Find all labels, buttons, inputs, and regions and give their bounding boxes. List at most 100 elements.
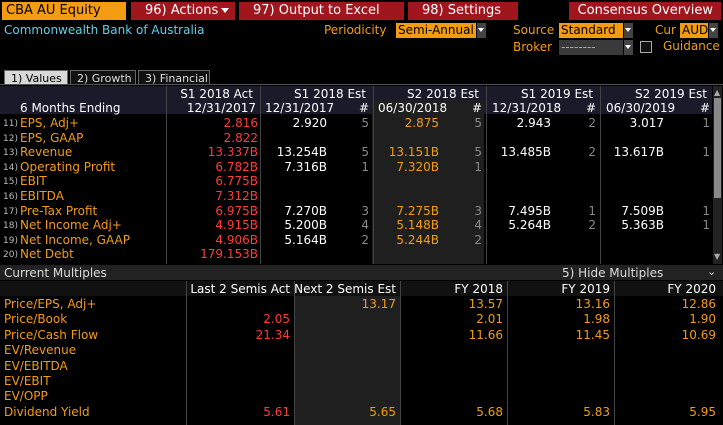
output-to-excel-button[interactable]: 97) Output to Excel: [239, 2, 404, 20]
broker-select[interactable]: --------: [559, 40, 623, 55]
estimate-value: [230, 132, 327, 144]
multiple-label: EV/OPP: [4, 389, 48, 404]
column-date: 06/30/2018: [378, 101, 448, 115]
grid-scrollbar[interactable]: ▲ ▼: [713, 86, 722, 264]
multiple-value: [405, 375, 503, 387]
estimate-count: [700, 190, 710, 202]
estimate-value: [568, 190, 664, 202]
ticker-field[interactable]: CBA AU Equity: [2, 2, 126, 20]
actual-value: 2.816: [223, 116, 258, 130]
chevron-down-icon[interactable]: ⌄: [707, 265, 717, 278]
guidance-checkbox[interactable]: [640, 41, 652, 53]
chevron-down-icon[interactable]: [624, 23, 633, 38]
estimate-value: 5.200B: [284, 218, 327, 233]
tab-growth[interactable]: 2) Growth: [70, 70, 136, 85]
multiple-label: EV/Revenue: [4, 343, 77, 358]
actions-menu-button[interactable]: 96) Actions: [131, 2, 235, 20]
estimate-count: [700, 248, 710, 260]
grid-header: [0, 86, 712, 114]
column-header: S1 2018 Est: [294, 87, 366, 101]
row-number: 14): [3, 162, 18, 173]
estimate-value: [230, 190, 327, 202]
multiple-label: Price/Book: [4, 312, 68, 327]
multiple-value: [512, 375, 610, 387]
column-divider: [260, 86, 261, 264]
estimate-count: 2: [361, 232, 369, 247]
chevron-down-icon[interactable]: [477, 23, 486, 38]
currency-select[interactable]: AUD: [680, 23, 709, 38]
column-date: 12/31/2018: [492, 101, 562, 115]
estimate-value: [568, 234, 664, 246]
estimate-value: [455, 248, 551, 260]
count-header: #: [359, 101, 370, 115]
periodicity-label: Periodicity: [324, 23, 387, 37]
estimate-value: 7.275B: [396, 203, 439, 218]
multiple-value: [618, 360, 716, 372]
multiple-value: [192, 360, 290, 372]
row-number: 18): [3, 221, 18, 232]
multiple-value: 11.66: [468, 327, 503, 342]
chevron-down-icon[interactable]: [709, 23, 718, 38]
tab-values[interactable]: 1) Values: [4, 70, 68, 85]
multiple-value: [192, 390, 290, 402]
estimate-value: [455, 161, 551, 173]
top-bar: CBA AU Equity 96) Actions 97) Output to …: [0, 0, 723, 21]
scroll-up-icon[interactable]: ▲: [714, 88, 721, 97]
estimate-count: 5: [474, 116, 482, 130]
multiple-value: [298, 360, 396, 372]
multiple-value: 5.95: [689, 404, 716, 419]
multiple-value: [298, 344, 396, 356]
row-label: EPS, GAAP: [20, 130, 84, 145]
scroll-thumb[interactable]: [714, 98, 721, 198]
chevron-down-icon: [221, 8, 229, 13]
row-label: EPS, Adj+: [20, 116, 80, 130]
column-header: S2 2019 Est: [635, 87, 707, 101]
estimate-count: 5: [474, 145, 482, 160]
multiple-value: 5.65: [369, 404, 396, 419]
estimate-value: 7.509B: [621, 203, 664, 218]
estimate-value: [455, 175, 551, 187]
estimate-value: [455, 190, 551, 202]
multiple-value: 13.17: [361, 297, 396, 311]
row-label: Net Debt: [20, 247, 74, 262]
estimate-count: [700, 132, 710, 144]
count-header: #: [700, 101, 711, 115]
multiple-value: [405, 360, 503, 372]
estimate-count: 1: [702, 203, 710, 218]
column-divider: [486, 86, 487, 264]
hide-multiples-button[interactable]: 5) Hide Multiples: [562, 266, 664, 280]
tab-financial[interactable]: 3) Financial: [138, 70, 210, 85]
multiples-bar: Current Multiples 5) Hide Multiples ⌄: [0, 265, 723, 280]
column-divider: [166, 86, 167, 264]
estimate-value: 5.164B: [284, 232, 327, 247]
estimate-value: 2.875: [404, 116, 439, 130]
estimate-value: 13.254B: [276, 145, 327, 160]
multiple-value: [618, 390, 716, 402]
estimate-value: [568, 161, 664, 173]
estimate-value: [343, 248, 439, 260]
estimate-value: [455, 132, 551, 144]
multiples-column-header: FY 2020: [667, 282, 716, 296]
multiple-value: 5.83: [583, 404, 610, 419]
multiple-value: [405, 390, 503, 402]
row-number: 12): [3, 133, 18, 144]
periodicity-select[interactable]: Semi-Annual: [396, 23, 476, 38]
column-divider: [186, 281, 187, 425]
column-divider: [294, 281, 295, 425]
column-header: S1 2019 Est: [521, 87, 593, 101]
settings-button[interactable]: 98) Settings: [408, 2, 518, 20]
actual-value: 2.822: [223, 130, 258, 145]
highlight-column: [294, 296, 400, 425]
scroll-down-icon[interactable]: ▼: [714, 252, 721, 261]
row-number: 16): [3, 192, 18, 202]
multiple-value: 1.98: [583, 312, 610, 327]
estimate-value: 5.363B: [621, 218, 664, 233]
estimate-count: 1: [361, 159, 369, 174]
estimate-value: [455, 234, 551, 246]
currency-label: Cur: [655, 23, 676, 37]
source-select[interactable]: Standard: [559, 23, 623, 38]
broker-label: Broker: [513, 40, 553, 54]
multiple-value: 10.69: [681, 327, 716, 342]
multiple-value: [192, 298, 290, 310]
chevron-down-icon[interactable]: [624, 40, 633, 55]
